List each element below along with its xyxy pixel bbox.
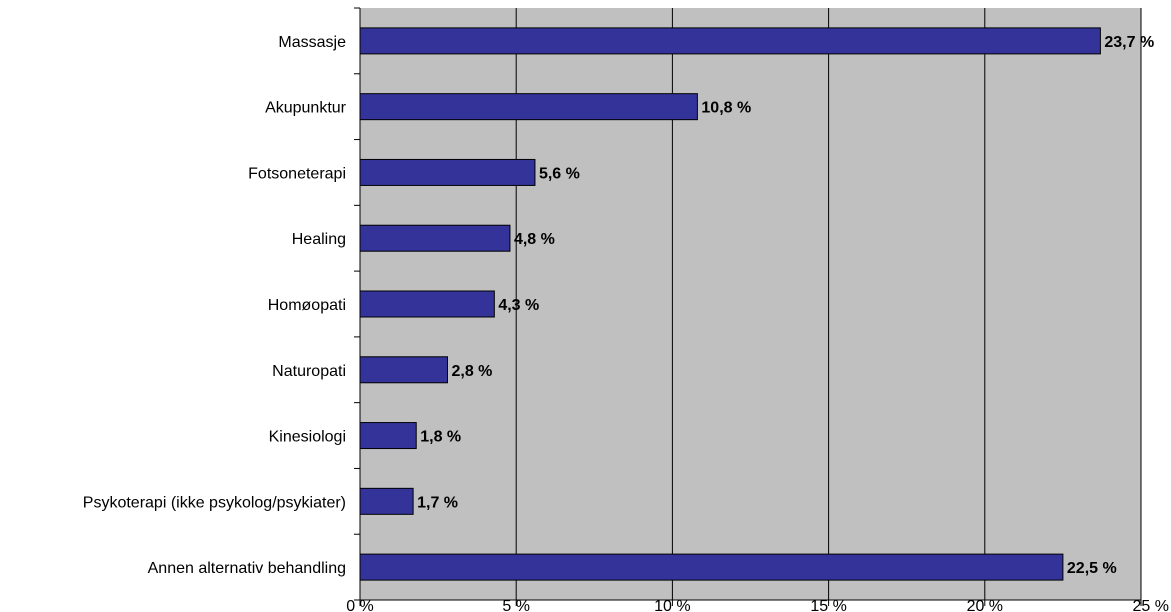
x-tick-label: 10 % — [654, 598, 690, 612]
category-label: Homøopati — [268, 297, 346, 314]
category-label: Massasje — [278, 34, 346, 51]
y-axis: Massasje Akupunktur Fotsoneterapi Healing Ho… — [83, 7, 361, 601]
data-label: 22,5 % — [1067, 560, 1117, 577]
bar — [359, 224, 511, 252]
bar — [359, 158, 536, 186]
x-axis: 0 % 5 % 10 % 15 % 20 % 25 % — [346, 598, 1169, 612]
data-label: 1,7 % — [417, 494, 458, 511]
bar — [359, 290, 495, 318]
category-label: Naturopati — [272, 363, 346, 380]
category-label: Fotsoneterapi — [248, 165, 346, 182]
x-tick-label: 15 % — [810, 598, 846, 612]
data-label: 4,3 % — [498, 297, 539, 314]
category-label: Akupunktur — [265, 100, 347, 117]
bar — [359, 356, 448, 384]
x-tick-label: 5 % — [502, 598, 530, 612]
category-label: Healing — [292, 231, 346, 248]
bar — [359, 487, 414, 515]
data-label: 23,7 % — [1104, 34, 1154, 51]
data-label: 5,6 % — [539, 165, 580, 182]
bar — [359, 422, 417, 450]
category-label: Kinesiologi — [269, 429, 346, 446]
x-tick-label: 20 % — [967, 598, 1003, 612]
data-label: 2,8 % — [451, 363, 492, 380]
x-tick-label: 25 % — [1133, 598, 1169, 612]
data-label: 4,8 % — [514, 231, 555, 248]
bar — [359, 93, 698, 121]
bar — [359, 553, 1064, 581]
bar — [359, 27, 1101, 55]
category-label: Annen alternativ behandling — [148, 560, 346, 577]
category-label: Psykoterapi (ikke psykolog/psykiater) — [83, 494, 346, 511]
data-label: 1,8 % — [420, 429, 461, 446]
data-label: 10,8 % — [701, 100, 751, 117]
x-tick-label: 0 % — [346, 598, 374, 612]
